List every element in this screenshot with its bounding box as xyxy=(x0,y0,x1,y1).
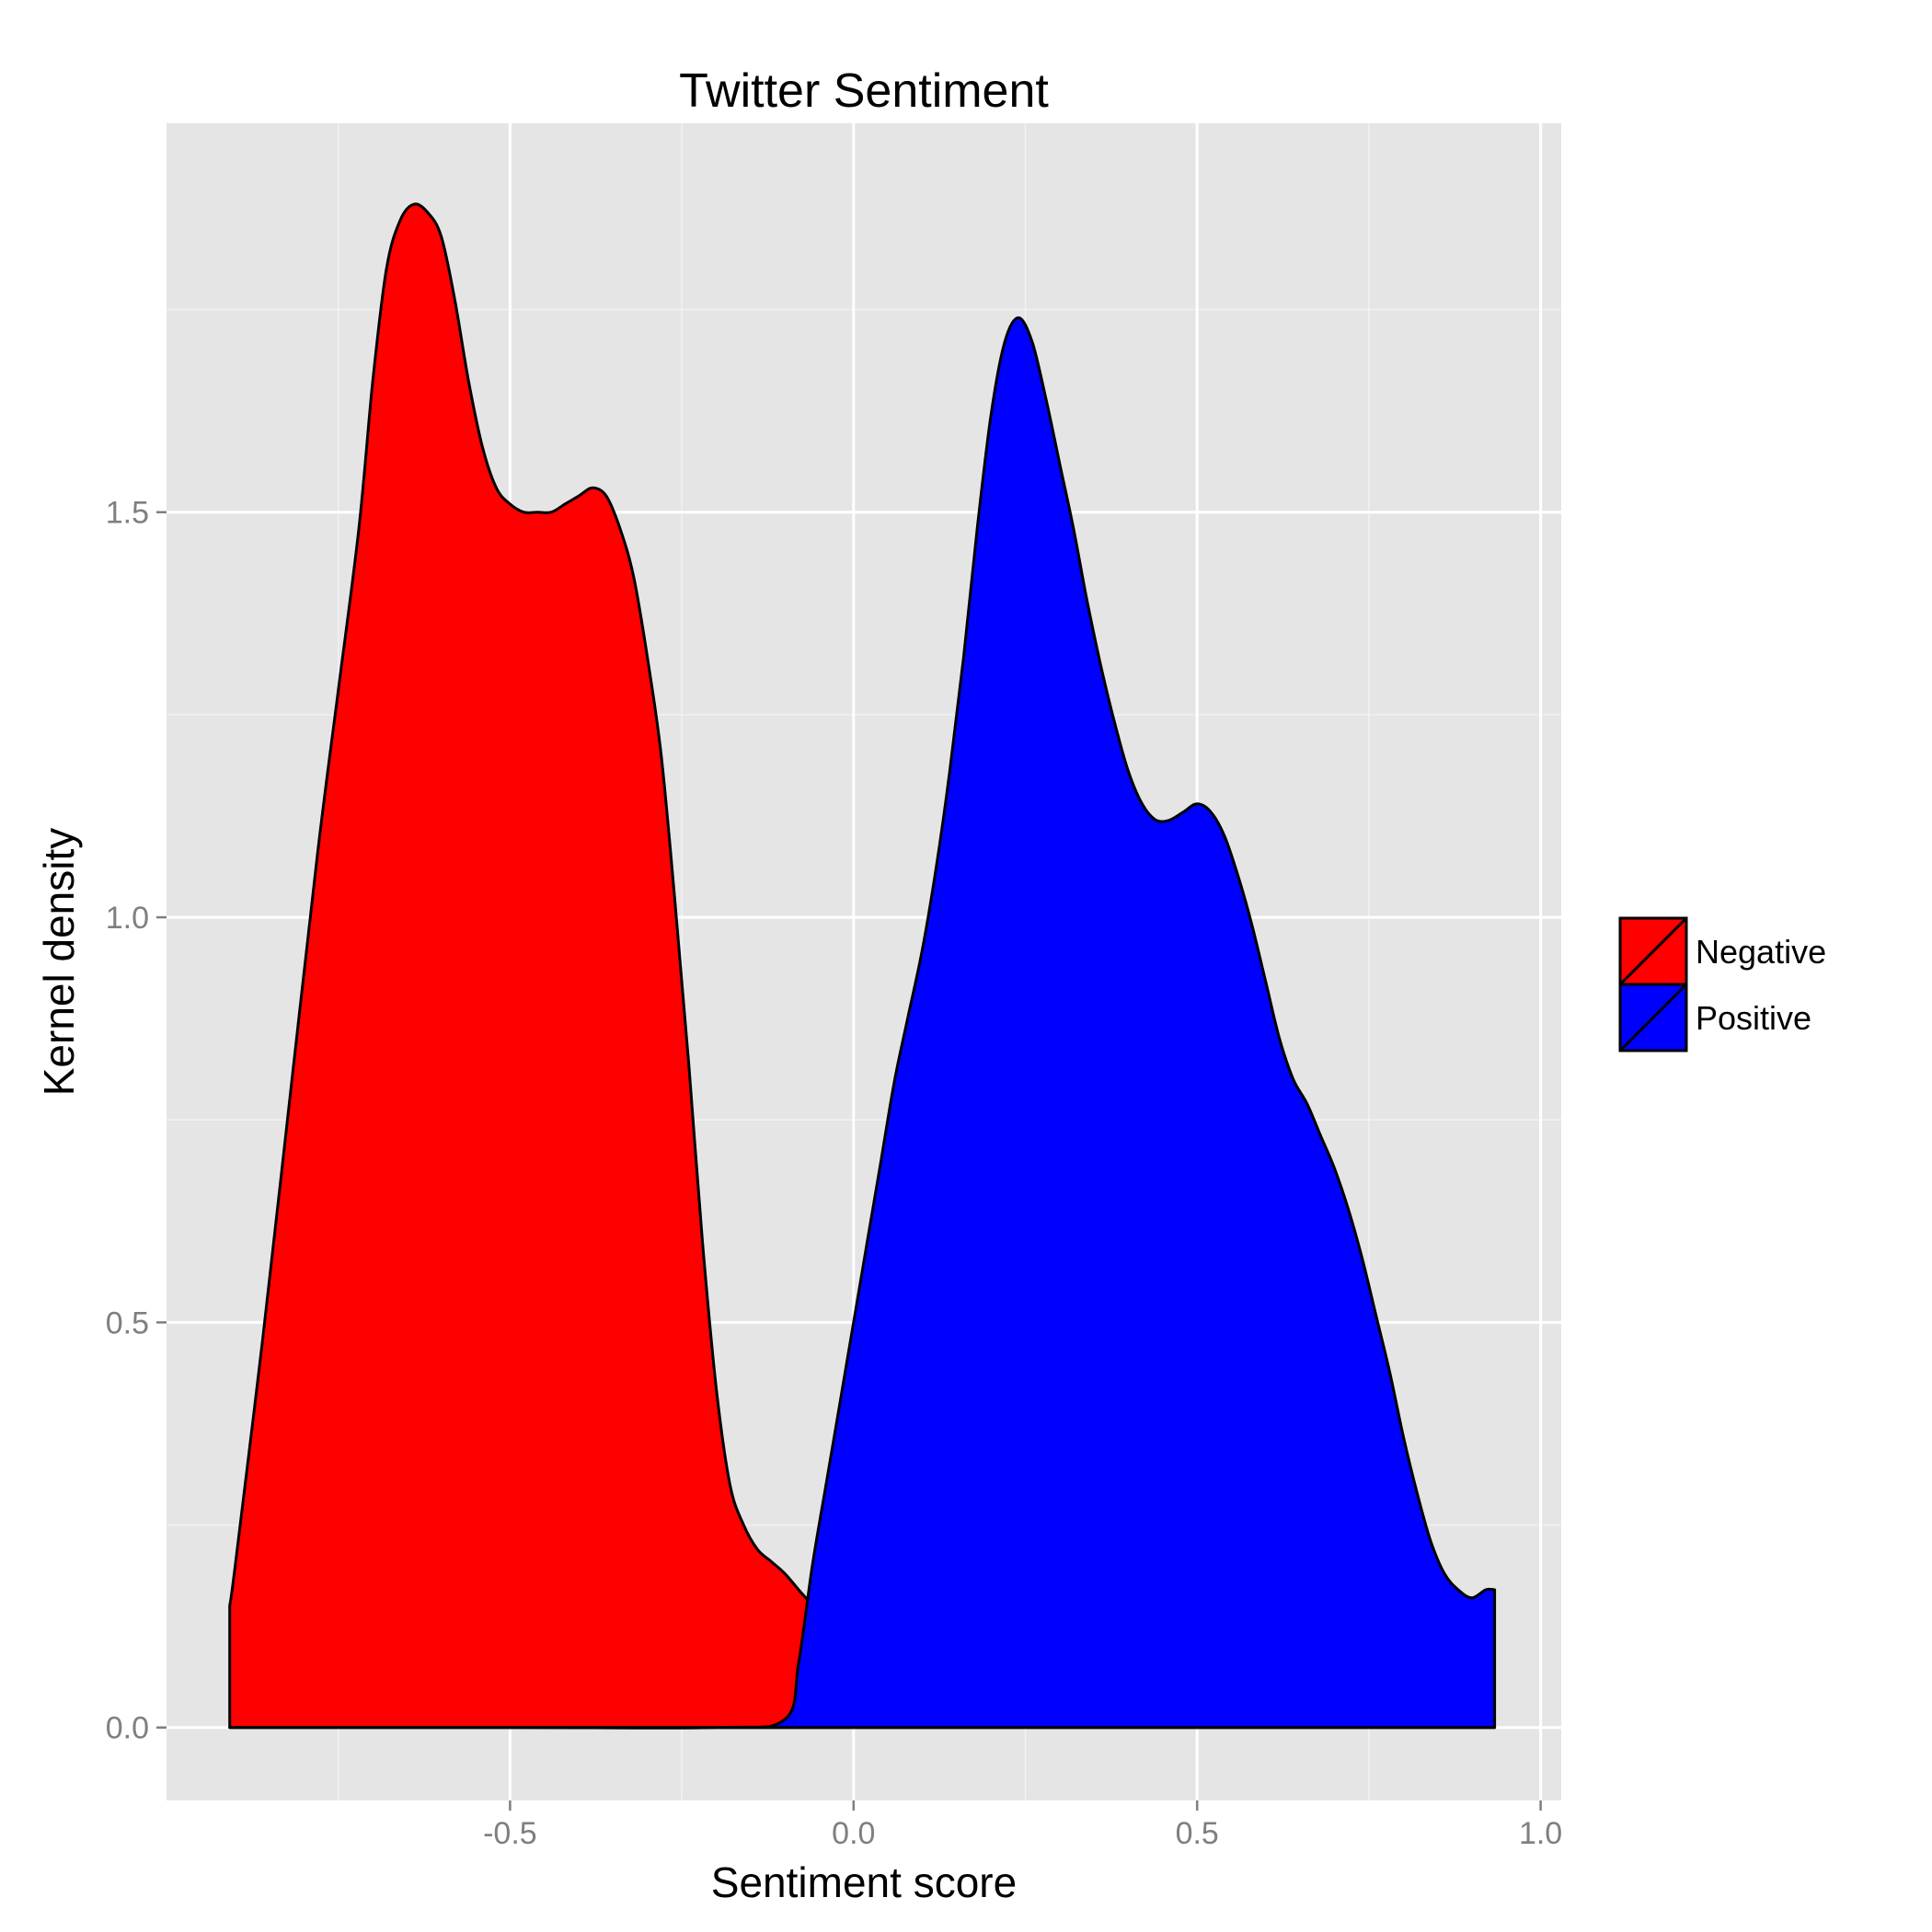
density-areas xyxy=(228,202,1497,1730)
x-tick-label: 0.0 xyxy=(832,1816,875,1851)
legend: Negative Positive xyxy=(1618,916,1826,1052)
density-area-positive xyxy=(228,316,1497,1730)
x-tick-label: 0.5 xyxy=(1176,1816,1219,1851)
y-tick-label: 0.0 xyxy=(106,1711,149,1746)
y-axis: 0.0 0.5 1.0 1.5 xyxy=(106,496,167,1746)
x-axis-title: Sentiment score xyxy=(711,1858,1017,1906)
legend-key-diagonal xyxy=(1618,983,1688,1052)
y-axis-title: Kernel density xyxy=(35,828,83,1097)
x-axis: -0.5 0.0 0.5 1.0 xyxy=(483,1800,1562,1851)
x-tick-label: 1.0 xyxy=(1519,1816,1562,1851)
chart-title: Twitter Sentiment xyxy=(679,64,1049,118)
y-tick-label: 0.5 xyxy=(106,1305,149,1340)
legend-label-positive: Positive xyxy=(1696,999,1811,1037)
y-tick-label: 1.5 xyxy=(106,496,149,531)
legend-label-negative: Negative xyxy=(1696,933,1826,971)
y-tick-label: 1.0 xyxy=(106,901,149,936)
legend-key-diagonal xyxy=(1618,916,1688,986)
x-tick-label: -0.5 xyxy=(483,1816,537,1851)
